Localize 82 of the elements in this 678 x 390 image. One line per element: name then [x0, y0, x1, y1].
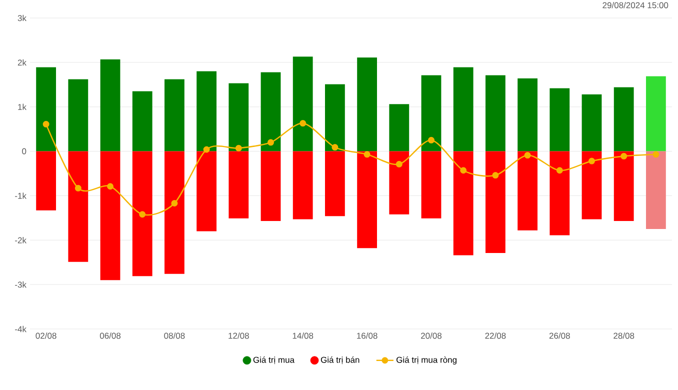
bar: [389, 104, 410, 152]
bar: [100, 151, 120, 280]
bar: [132, 151, 152, 276]
y-tick-label: 0: [22, 148, 26, 154]
point: [300, 120, 306, 127]
bar: [36, 151, 56, 210]
bar: [421, 75, 442, 152]
bar: [292, 56, 313, 152]
point: [74, 184, 82, 192]
legend-label: Giá trị mua ròng: [396, 356, 456, 365]
text: 29/08/2024 15:00: [602, 2, 668, 8]
bar: [646, 76, 666, 152]
bar: [646, 151, 666, 230]
bar: [132, 91, 152, 152]
point: [492, 172, 499, 179]
bar: [260, 151, 281, 222]
bar: [325, 151, 345, 216]
bar: [164, 79, 184, 152]
x-tick-label: 22/08: [485, 332, 506, 339]
bar: [453, 67, 474, 152]
legend-label: Giá trị mua: [253, 356, 295, 364]
point: [139, 211, 146, 218]
point: [235, 144, 242, 152]
bar: [550, 88, 570, 152]
bar: [614, 151, 634, 222]
x-tick-label: 20/08: [421, 332, 442, 339]
y-tick-label: 3k: [18, 14, 26, 22]
x-tick-label: 08/08: [164, 332, 185, 339]
point: [42, 120, 50, 128]
bar: [357, 58, 378, 152]
point: [203, 146, 210, 153]
y-tick-label: -1k: [15, 192, 26, 199]
bar: [389, 151, 410, 214]
point: [620, 152, 628, 160]
bar: [228, 151, 249, 218]
x-tick-label: 28/08: [614, 332, 634, 339]
point: [364, 151, 370, 158]
bar: [357, 151, 378, 248]
bar: [68, 79, 88, 152]
bar: [614, 87, 634, 152]
bar: [292, 151, 313, 220]
bar: [486, 151, 506, 254]
point: [332, 144, 338, 151]
point: [268, 139, 274, 146]
point: [428, 136, 434, 144]
y-tick-label: 2k: [18, 59, 26, 66]
legend-label: Giá trị bán: [320, 356, 360, 364]
bar: [582, 151, 602, 220]
y-tick-label: 1k: [18, 104, 26, 110]
x-tick-label: 12/08: [228, 332, 249, 339]
bar: [196, 71, 217, 152]
x-tick-label: 16/08: [357, 332, 378, 339]
bar: [260, 72, 281, 152]
bar: [196, 151, 217, 232]
bar: [228, 83, 249, 152]
x-tick-label: 06/08: [100, 332, 121, 339]
bar: [582, 94, 602, 152]
bar: [68, 151, 88, 262]
bar: [164, 151, 184, 274]
bar: [518, 78, 538, 152]
point: [107, 183, 114, 190]
point: [171, 200, 178, 207]
point: [460, 167, 467, 174]
y-tick-label: -3k: [15, 281, 26, 288]
bar: [486, 75, 506, 152]
x-tick-label: 02/08: [36, 332, 56, 339]
point: [396, 160, 402, 168]
bar: [518, 151, 538, 230]
bar: [325, 84, 345, 152]
y-tick-label: -4k: [15, 326, 26, 332]
point: [556, 167, 563, 174]
bar: [36, 67, 56, 152]
point: [524, 152, 531, 159]
x-tick-label: 14/08: [292, 332, 314, 339]
bar: [421, 151, 442, 218]
point: [652, 151, 660, 158]
bar: [453, 151, 474, 256]
bar: [550, 151, 570, 236]
point: [588, 158, 595, 164]
y-tick-label: -2k: [15, 237, 26, 244]
x-tick-label: 26/08: [549, 332, 570, 339]
bar: [100, 59, 120, 152]
